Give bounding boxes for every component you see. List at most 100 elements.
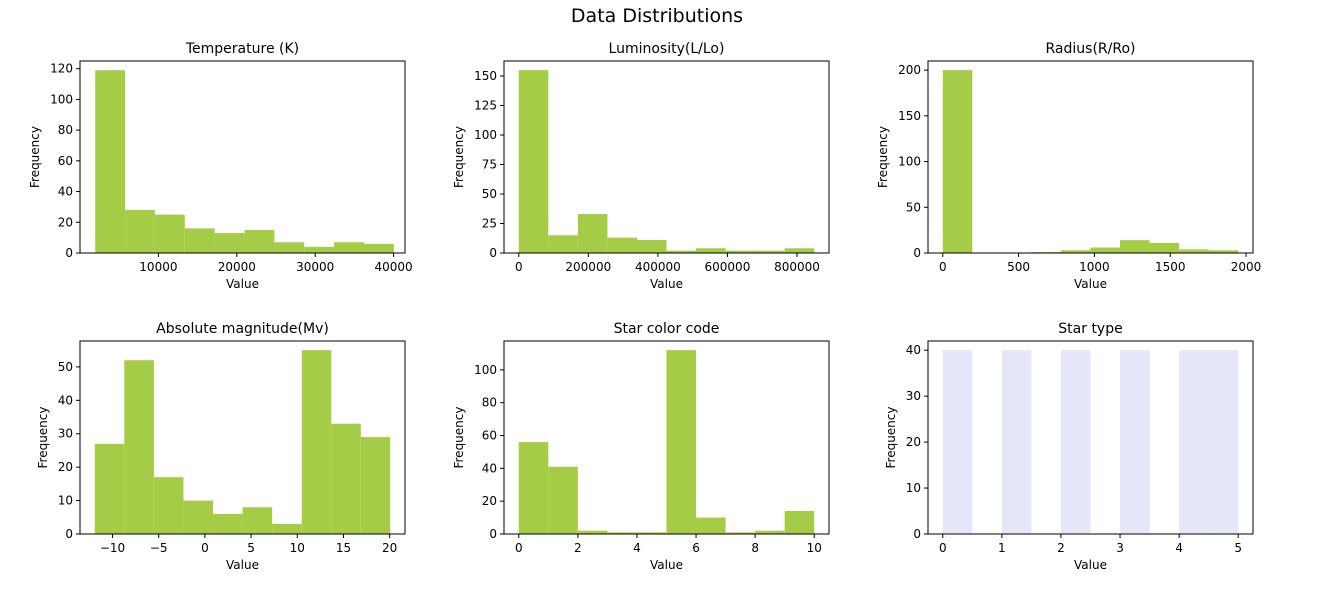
x-tick-label: 2000 bbox=[1231, 260, 1262, 274]
subplot-6: 0 1 2 3 4 5 0 10 20 30 40 Star type Value Frequency bbox=[884, 321, 1254, 572]
x-tick-label: 8 bbox=[751, 541, 759, 555]
y-axis-label: Frequency bbox=[36, 407, 50, 469]
y-axis-label: Frequency bbox=[452, 407, 466, 469]
histogram-bar bbox=[125, 209, 155, 253]
x-tick-label: 800000 bbox=[774, 260, 820, 274]
y-tick-label: 25 bbox=[482, 217, 497, 231]
y-tick-label: 0 bbox=[489, 527, 497, 541]
y-tick-label: 50 bbox=[482, 187, 497, 201]
histogram-bar bbox=[942, 70, 973, 254]
y-tick-label: 40 bbox=[58, 393, 73, 407]
x-tick-label: 0 bbox=[515, 260, 523, 274]
y-tick-label: 20 bbox=[482, 494, 497, 508]
y-tick-label: 10 bbox=[906, 481, 921, 495]
x-axis-label: Value bbox=[650, 277, 683, 291]
x-tick-label: 0 bbox=[201, 541, 209, 555]
y-axis-label: Frequency bbox=[452, 126, 466, 188]
subplot-title: Luminosity(L/Lo) bbox=[609, 41, 725, 57]
subplot-3: 0 500 1000 1500 2000 0 50 100 150 200 Radius(R/Ro)… bbox=[876, 41, 1261, 291]
y-tick-label: 60 bbox=[482, 429, 497, 443]
y-tick-label: 50 bbox=[906, 200, 921, 214]
y-tick-label: 0 bbox=[913, 527, 921, 541]
y-tick-label: 0 bbox=[65, 246, 73, 260]
subplot-title: Absolute magnitude(Mv) bbox=[156, 321, 329, 337]
histogram-bar bbox=[94, 443, 125, 534]
histogram-bar bbox=[272, 523, 302, 534]
histogram-bar bbox=[124, 360, 154, 534]
subplot-title: Temperature (K) bbox=[185, 41, 299, 57]
histogram-bar bbox=[1208, 250, 1239, 253]
x-tick-label: 15 bbox=[336, 541, 351, 555]
y-tick-label: 100 bbox=[898, 155, 921, 169]
y-tick-label: 20 bbox=[58, 460, 73, 474]
y-tick-label: 150 bbox=[898, 109, 921, 123]
x-tick-label: 3 bbox=[1116, 541, 1124, 555]
x-tick-label: 5 bbox=[1234, 541, 1242, 555]
histogram-bar bbox=[1090, 247, 1121, 253]
x-tick-label: 1000 bbox=[1079, 260, 1110, 274]
histogram-bar bbox=[1208, 350, 1239, 534]
histogram-bar bbox=[242, 507, 273, 534]
x-tick-label: 0 bbox=[515, 541, 523, 555]
y-tick-label: 100 bbox=[474, 128, 497, 142]
y-tick-label: 40 bbox=[58, 185, 73, 199]
x-axis-label: Value bbox=[226, 277, 259, 291]
histogram-bar bbox=[331, 423, 361, 534]
y-tick-label: 100 bbox=[474, 363, 497, 377]
y-tick-label: 40 bbox=[482, 461, 497, 475]
histogram-bar bbox=[548, 235, 578, 253]
subplot-title: Radius(R/Ro) bbox=[1046, 41, 1136, 57]
subplot-2: 0 200000 400000 600000 800000 0 25 50 75 100 125 15… bbox=[452, 41, 830, 291]
axes-frame bbox=[927, 340, 1254, 535]
x-tick-label: 200000 bbox=[565, 260, 611, 274]
histogram-bar bbox=[755, 250, 785, 253]
y-tick-label: 80 bbox=[58, 123, 73, 137]
histogram-bar bbox=[363, 243, 394, 253]
histogram-bar bbox=[1060, 350, 1091, 534]
histogram-bar bbox=[942, 350, 973, 534]
histogram-bar bbox=[95, 70, 126, 253]
histogram-bar bbox=[1120, 240, 1150, 253]
x-tick-label: 20000 bbox=[218, 260, 256, 274]
histogram-bar bbox=[607, 237, 637, 253]
histogram-bar bbox=[304, 246, 335, 253]
y-tick-label: 50 bbox=[58, 360, 73, 374]
x-tick-label: 2 bbox=[1057, 541, 1065, 555]
x-tick-label: 5 bbox=[247, 541, 255, 555]
histogram-bar bbox=[334, 242, 364, 253]
subplot-title: Star color code bbox=[614, 321, 720, 337]
x-tick-label: 20 bbox=[382, 541, 397, 555]
x-tick-label: 10000 bbox=[139, 260, 177, 274]
y-tick-label: 200 bbox=[898, 63, 921, 77]
x-tick-label: 4 bbox=[633, 541, 641, 555]
x-tick-label: 30000 bbox=[296, 260, 334, 274]
axes-frame bbox=[503, 60, 830, 254]
x-tick-label: 0 bbox=[939, 541, 947, 555]
subplot-1: 10000 20000 30000 40000 0 20 40 60 80 100 120 Tempe… bbox=[28, 41, 413, 291]
histogram-bar bbox=[214, 233, 245, 253]
histogram-bar bbox=[1179, 249, 1209, 253]
subplot-4: −10 −5 0 5 10 15 20 0 10 20 30 40 50 Absolute magnitu… bbox=[36, 321, 406, 572]
x-tick-label: −5 bbox=[150, 541, 168, 555]
subplot-title: Star type bbox=[1058, 321, 1122, 337]
histogram-bar bbox=[577, 214, 608, 253]
y-tick-label: 0 bbox=[489, 246, 497, 260]
histogram-bar bbox=[577, 530, 608, 534]
subplots: 10000 20000 30000 40000020406080100120Tempe… bbox=[28, 41, 1261, 572]
histogram-bar bbox=[154, 214, 185, 253]
y-tick-label: 0 bbox=[913, 246, 921, 260]
x-tick-label: 400000 bbox=[635, 260, 681, 274]
y-tick-label: 0 bbox=[65, 527, 73, 541]
y-tick-label: 120 bbox=[50, 62, 73, 76]
x-tick-label: 500 bbox=[1007, 260, 1030, 274]
axes-frame bbox=[79, 60, 406, 254]
histogram-bar bbox=[1179, 350, 1209, 534]
y-axis-label: Frequency bbox=[884, 407, 898, 469]
histogram-bar bbox=[784, 248, 815, 253]
histogram-bar bbox=[725, 532, 756, 534]
x-tick-label: −10 bbox=[100, 541, 125, 555]
y-tick-label: 30 bbox=[58, 427, 73, 441]
x-tick-label: 0 bbox=[939, 260, 947, 274]
